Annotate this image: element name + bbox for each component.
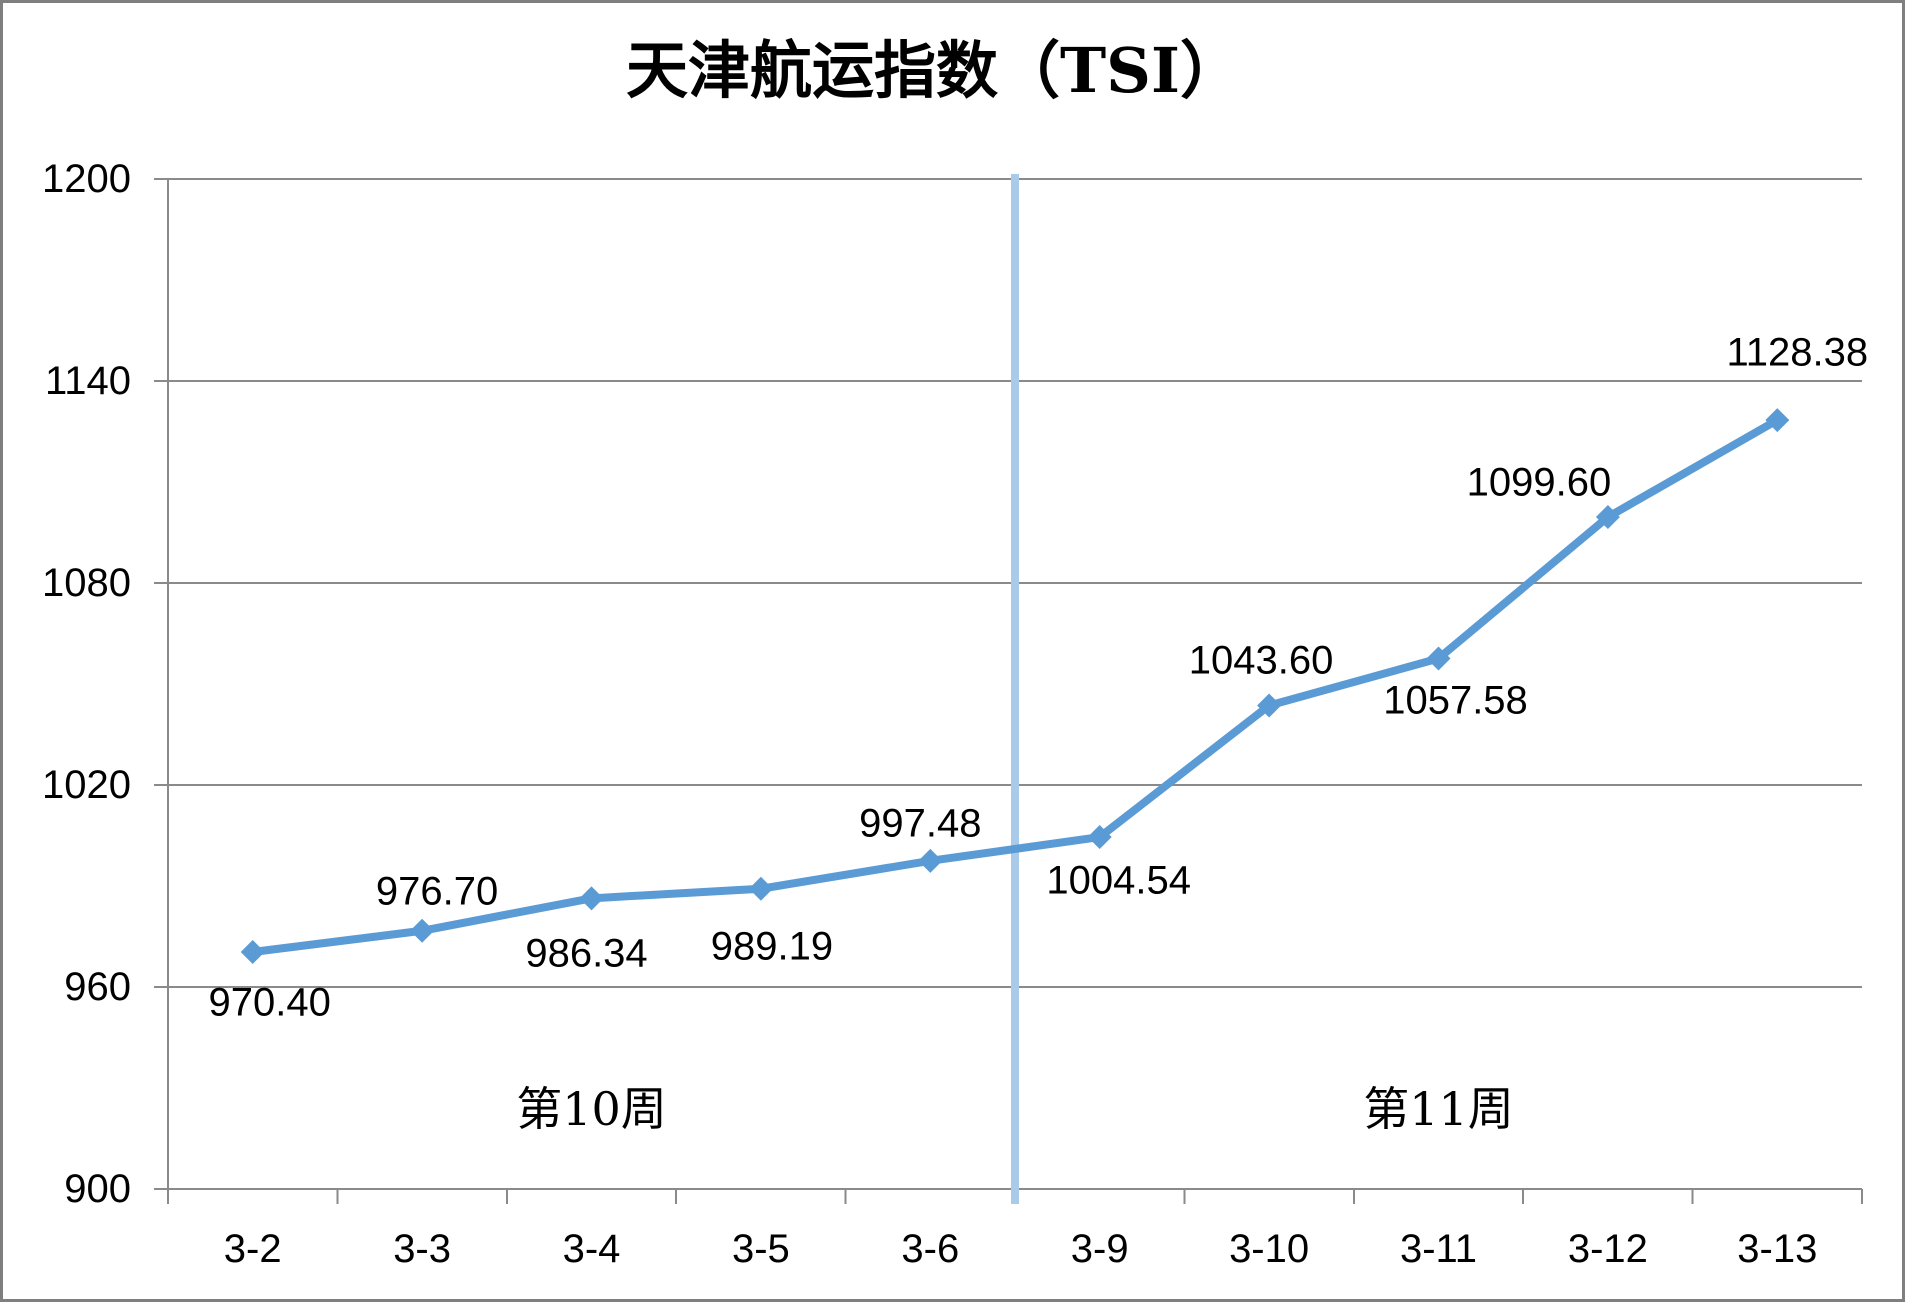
data-label: 1004.54 <box>1046 858 1191 903</box>
data-point-marker <box>240 939 265 964</box>
y-axis-tick-label: 1020 <box>42 763 131 807</box>
data-label: 989.19 <box>710 924 834 969</box>
data-label: 976.70 <box>375 869 499 914</box>
y-axis-tick-label: 1080 <box>42 561 131 605</box>
y-axis-tick-label: 900 <box>64 1167 131 1211</box>
data-label: 1057.58 <box>1383 678 1528 723</box>
week-annotation: 第10周 <box>516 1082 667 1136</box>
data-label: 997.48 <box>859 801 982 846</box>
data-point-marker <box>579 886 604 911</box>
chart-title: 天津航运指数（TSI） <box>626 34 1242 107</box>
x-axis-tick-label: 3-4 <box>562 1227 621 1271</box>
data-label: 986.34 <box>525 931 648 976</box>
x-axis-tick-label: 3-11 <box>1399 1227 1478 1271</box>
x-axis-tick-label: 3-6 <box>901 1227 960 1271</box>
y-axis-tick-label: 960 <box>64 965 131 1009</box>
data-point-marker <box>748 876 773 901</box>
data-point-marker <box>1765 408 1790 433</box>
series-line <box>248 416 1782 956</box>
data-label: 970.40 <box>208 980 331 1025</box>
x-axis-tick-label: 3-2 <box>223 1227 282 1271</box>
data-label: 1099.60 <box>1466 460 1612 505</box>
data-label: 1043.60 <box>1188 638 1334 683</box>
x-axis-tick-label: 3-12 <box>1567 1227 1648 1271</box>
data-label: 1128.38 <box>1726 330 1869 375</box>
x-axis-tick-label: 3-5 <box>731 1227 790 1271</box>
x-axis-tick-label: 3-10 <box>1229 1227 1310 1271</box>
y-axis-tick-label: 1200 <box>42 157 131 201</box>
x-axis-tick-label: 3-13 <box>1737 1227 1818 1271</box>
data-point-marker <box>1426 646 1451 671</box>
x-axis-tick-label: 3-3 <box>393 1227 451 1271</box>
data-point-marker <box>1087 825 1112 850</box>
plot-area <box>154 174 1863 1204</box>
week-annotation: 第11周 <box>1363 1082 1514 1136</box>
data-point-marker <box>1257 693 1282 718</box>
data-point-marker <box>918 848 943 873</box>
y-axis-tick-label: 1140 <box>44 359 131 403</box>
data-point-marker <box>410 918 435 943</box>
data-point-marker <box>1595 505 1620 530</box>
x-axis-tick-label: 3-9 <box>1070 1227 1129 1271</box>
